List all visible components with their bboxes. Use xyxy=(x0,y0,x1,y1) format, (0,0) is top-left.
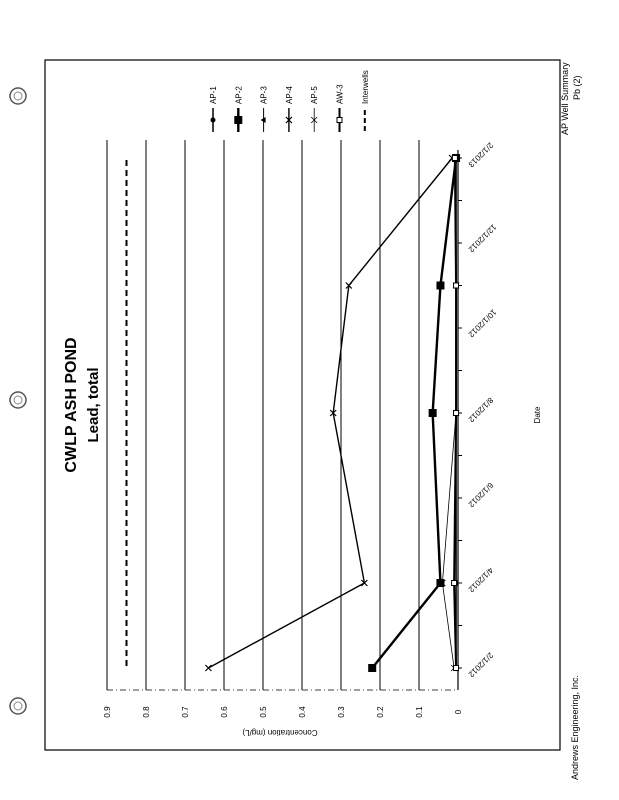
marker-open-square xyxy=(451,155,458,161)
data-point-ap-2 xyxy=(428,409,437,417)
x-tick-label: 4/1/2012 xyxy=(466,566,495,595)
x-tick-label: 8/1/2012 xyxy=(466,396,495,425)
y-tick-label: 0.2 xyxy=(376,706,385,718)
y-tick-label: 0.9 xyxy=(103,706,112,718)
legend-marker xyxy=(210,117,216,123)
series-line-ap-4 xyxy=(208,157,453,669)
y-tick-label: 0.6 xyxy=(220,706,229,718)
marker-open-square xyxy=(336,117,343,123)
marker-dot xyxy=(210,117,216,123)
legend-marker xyxy=(310,116,318,124)
marker-x xyxy=(439,579,446,587)
marker-open-square xyxy=(453,282,460,289)
y-tick-label: 0 xyxy=(454,709,463,714)
data-point-ap-4 xyxy=(329,409,337,417)
marker-x xyxy=(360,579,368,587)
x-axis-title: Date xyxy=(533,406,542,423)
data-point-ap-4 xyxy=(360,579,368,587)
marker-triangle xyxy=(260,117,266,123)
legend: AP-1 AP-2 AP-3 AP-4 AP-5 AW-3 Interwells xyxy=(209,70,370,132)
legend-marker xyxy=(234,116,243,124)
marker-square xyxy=(428,409,437,417)
chart-subtitle: Lead, total xyxy=(85,367,102,442)
data-point-aw-3 xyxy=(451,155,458,161)
legend-label: AP-4 xyxy=(285,86,294,104)
y-tick-label: 0.4 xyxy=(298,706,307,718)
legend-label: AP-1 xyxy=(209,86,218,104)
marker-open-square xyxy=(453,665,460,671)
legend-item: AP-3 xyxy=(260,86,269,132)
series-group xyxy=(125,154,461,672)
marker-open-square xyxy=(451,580,458,586)
marker-open-square xyxy=(453,410,460,416)
legend-label: Interwells xyxy=(361,70,370,104)
legend-item: AP-1 xyxy=(209,86,218,132)
y-tick-label: 0.1 xyxy=(415,706,424,718)
marker-x xyxy=(345,282,353,289)
marker-x xyxy=(329,409,337,417)
legend-item: Interwells xyxy=(361,70,370,132)
y-tick-label: 0.3 xyxy=(337,706,346,718)
legend-label: AP-3 xyxy=(260,86,269,104)
footer-company: Andrews Engineering, Inc. xyxy=(570,675,580,780)
chart-title: CWLP ASH POND xyxy=(63,337,80,472)
data-point-ap-4 xyxy=(345,282,353,289)
x-tick-label: 12/1/2012 xyxy=(466,222,498,254)
data-point-ap-2 xyxy=(436,281,445,290)
legend-item: AP-2 xyxy=(234,86,243,132)
gridlines xyxy=(106,140,420,690)
legend-marker xyxy=(285,116,293,124)
marker-square xyxy=(368,664,377,672)
legend-item: AP-5 xyxy=(310,86,319,132)
data-point-ap-5 xyxy=(439,579,446,587)
punch-hole-icon xyxy=(9,697,27,715)
axes: 0 0.1 0.2 0.3 0.4 0.5 0.6 0.7 0.8 0.9 2/1/2012 4/1/… xyxy=(103,141,498,718)
data-point-aw-3 xyxy=(453,282,460,289)
footer-summary: AP Well Summary xyxy=(560,62,570,135)
legend-marker xyxy=(260,117,266,123)
x-tick-label: 10/1/2012 xyxy=(466,307,498,339)
marker-square xyxy=(436,281,445,290)
legend-label: AP-2 xyxy=(234,86,243,104)
data-point-aw-3 xyxy=(453,410,460,416)
footer-page-code: Pb (2) xyxy=(572,75,582,100)
data-point-ap-2 xyxy=(436,579,445,587)
marker-x xyxy=(310,116,318,124)
legend-label: AP-5 xyxy=(310,86,319,104)
y-tick-label: 0.5 xyxy=(259,706,268,718)
marker-x xyxy=(204,664,212,672)
punch-hole-icon xyxy=(9,87,27,105)
x-tick-label: 6/1/2012 xyxy=(466,481,495,510)
data-point-ap-2 xyxy=(368,664,377,672)
y-tick-label: 0.7 xyxy=(181,706,190,718)
legend-item: AW-3 xyxy=(336,84,345,132)
legend-item: AP-4 xyxy=(285,86,294,132)
marker-x xyxy=(285,116,293,124)
y-tick-label: 0.8 xyxy=(142,706,151,718)
data-point-ap-4 xyxy=(204,664,212,672)
x-tick-label: 2/1/2013 xyxy=(466,141,495,170)
data-point-aw-3 xyxy=(453,665,460,671)
punch-hole-icon xyxy=(9,391,27,409)
x-tick-label: 2/1/2012 xyxy=(466,651,495,680)
chart-frame xyxy=(44,59,561,751)
legend-label: AW-3 xyxy=(336,84,345,104)
marker-square xyxy=(234,116,243,124)
y-axis-title: Concentration (mg/L) xyxy=(242,728,317,737)
legend-marker xyxy=(336,117,343,123)
data-point-aw-3 xyxy=(451,580,458,586)
marker-square xyxy=(436,579,445,587)
